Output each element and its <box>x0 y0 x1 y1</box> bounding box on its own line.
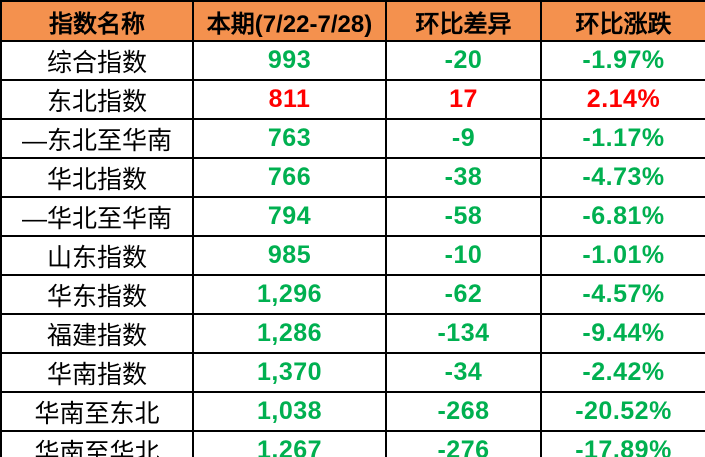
diff-cell: -58 <box>385 196 542 237</box>
header-row: 指数名称 本期(7/22-7/28) 环比差异 环比涨跌 <box>0 0 705 42</box>
table-row: 华南至东北 1,038 -268 -20.52% <box>0 391 705 432</box>
index-name-cell: 华北指数 <box>0 157 194 198</box>
table-row: 山东指数 985 -10 -1.01% <box>0 235 705 276</box>
index-name-cell: 华南至东北 <box>0 391 194 432</box>
index-name-cell: 华东指数 <box>0 274 194 315</box>
diff-cell: -20 <box>385 40 542 81</box>
table-row: 综合指数 993 -20 -1.97% <box>0 40 705 81</box>
change-cell: -1.17% <box>540 118 705 159</box>
index-name-cell: 综合指数 <box>0 40 194 81</box>
index-name-cell: 东北指数 <box>0 79 194 120</box>
table-row: 福建指数 1,286 -134 -9.44% <box>0 313 705 354</box>
current-value-cell: 993 <box>192 40 387 81</box>
current-value-cell: 794 <box>192 196 387 237</box>
table-row: 华北指数 766 -38 -4.73% <box>0 157 705 198</box>
index-name-cell: —东北至华南 <box>0 118 194 159</box>
diff-cell: -9 <box>385 118 542 159</box>
current-value-cell: 811 <box>192 79 387 120</box>
table-row: 华南指数 1,370 -34 -2.42% <box>0 352 705 393</box>
current-value-cell: 1,038 <box>192 391 387 432</box>
index-name-cell: 山东指数 <box>0 235 194 276</box>
table-body: 综合指数 993 -20 -1.97% 东北指数 811 17 2.14% —东北至华南 763-… <box>0 40 705 457</box>
change-cell: -2.42% <box>540 352 705 393</box>
change-cell: 2.14% <box>540 79 705 120</box>
table-row: 东北指数 811 17 2.14% <box>0 79 705 120</box>
change-cell: -4.73% <box>540 157 705 198</box>
diff-cell: -38 <box>385 157 542 198</box>
index-name-cell: 福建指数 <box>0 313 194 354</box>
current-value-cell: 766 <box>192 157 387 198</box>
change-cell: -9.44% <box>540 313 705 354</box>
diff-cell: -10 <box>385 235 542 276</box>
diff-cell: -268 <box>385 391 542 432</box>
current-value-cell: 1,286 <box>192 313 387 354</box>
index-name-cell: —华北至华南 <box>0 196 194 237</box>
diff-cell: -276 <box>385 430 542 457</box>
change-cell: -20.52% <box>540 391 705 432</box>
diff-cell: 17 <box>385 79 542 120</box>
current-value-cell: 763 <box>192 118 387 159</box>
index-name-cell: 华南指数 <box>0 352 194 393</box>
change-cell: -17.89% <box>540 430 705 457</box>
change-cell: -6.81% <box>540 196 705 237</box>
diff-cell: -34 <box>385 352 542 393</box>
index-name-cell: 华南至华北 <box>0 430 194 457</box>
current-value-cell: 1,296 <box>192 274 387 315</box>
table-row: —华北至华南 794 -58 -6.81% <box>0 196 705 237</box>
diff-cell: -62 <box>385 274 542 315</box>
column-header-name: 指数名称 <box>0 0 194 42</box>
table-row: 华南至华北 1,267 -276 -17.89% <box>0 430 705 457</box>
current-value-cell: 1,370 <box>192 352 387 393</box>
current-value-cell: 985 <box>192 235 387 276</box>
column-header-diff: 环比差异 <box>385 0 542 42</box>
diff-cell: -134 <box>385 313 542 354</box>
change-cell: -4.57% <box>540 274 705 315</box>
change-cell: -1.97% <box>540 40 705 81</box>
change-cell: -1.01% <box>540 235 705 276</box>
table-row: —东北至华南 763 -9 -1.17% <box>0 118 705 159</box>
table-row: 华东指数 1,296 -62 -4.57% <box>0 274 705 315</box>
column-header-change: 环比涨跌 <box>540 0 705 42</box>
current-value-cell: 1,267 <box>192 430 387 457</box>
column-header-current: 本期(7/22-7/28) <box>192 0 387 42</box>
